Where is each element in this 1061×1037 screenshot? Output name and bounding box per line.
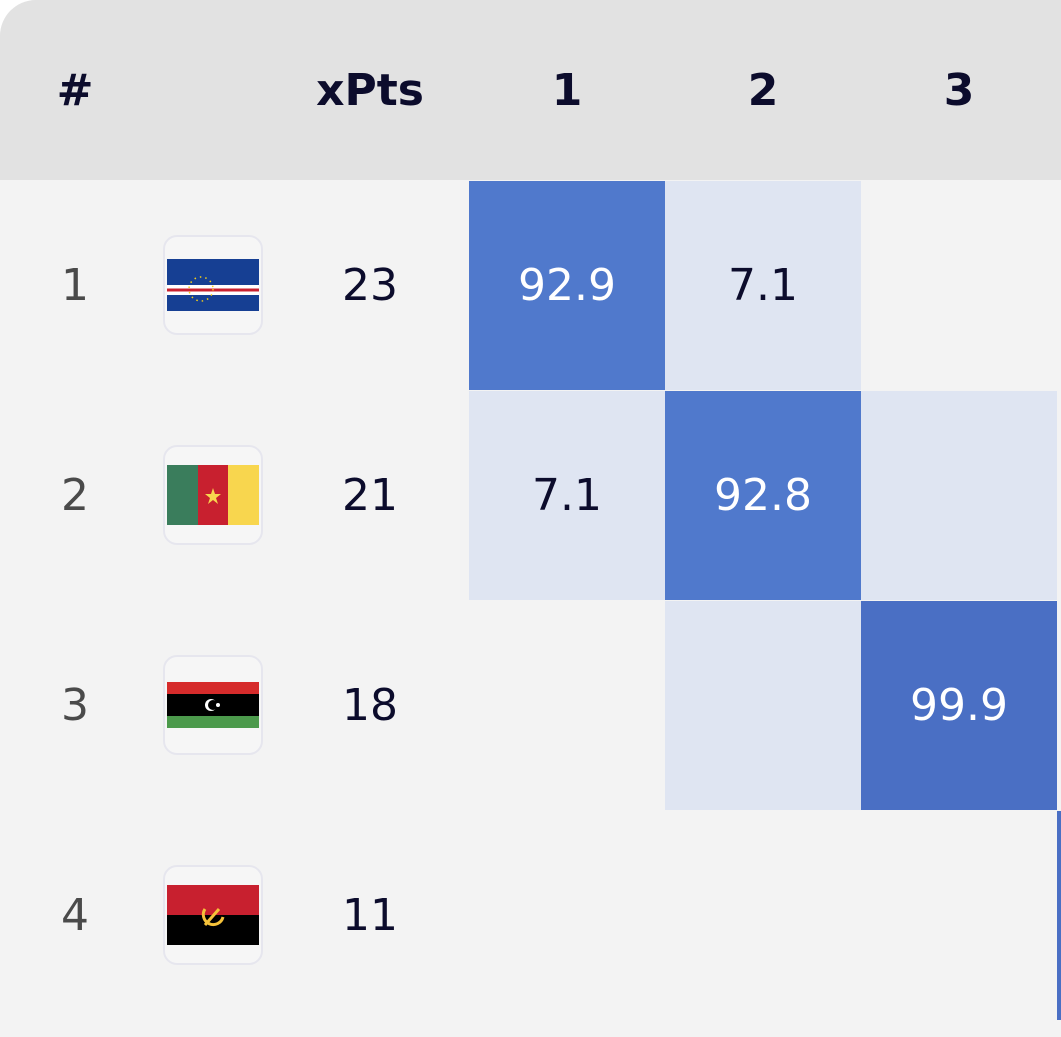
rank: 4 [61, 890, 89, 941]
flag [163, 865, 263, 965]
header-position: 1 [551, 64, 583, 116]
rank: 1 [61, 260, 89, 311]
probability-cell: 7.1 [665, 181, 861, 390]
probability-cell: 92.9 [469, 181, 665, 390]
header-row [0, 0, 1061, 180]
probability-cell: 99.9 [861, 601, 1057, 810]
xpts: 11 [342, 890, 398, 941]
probability-cell [861, 391, 1057, 600]
rank: 3 [61, 680, 89, 731]
rank: 2 [61, 470, 89, 521]
probability-cell: 7.1 [469, 391, 665, 600]
xpts: 23 [342, 260, 398, 311]
xpts: 21 [342, 470, 398, 521]
header-position: 2 [747, 64, 779, 116]
flag [163, 445, 263, 545]
header-xpts: xPts [316, 64, 424, 116]
cell-edge [1057, 811, 1061, 1020]
flag [163, 655, 263, 755]
probability-cell [665, 601, 861, 810]
probability-cell: 92.8 [665, 391, 861, 600]
header-rank: # [56, 64, 94, 116]
flag [163, 235, 263, 335]
xpts: 18 [342, 680, 398, 731]
header-position: 3 [943, 64, 975, 116]
